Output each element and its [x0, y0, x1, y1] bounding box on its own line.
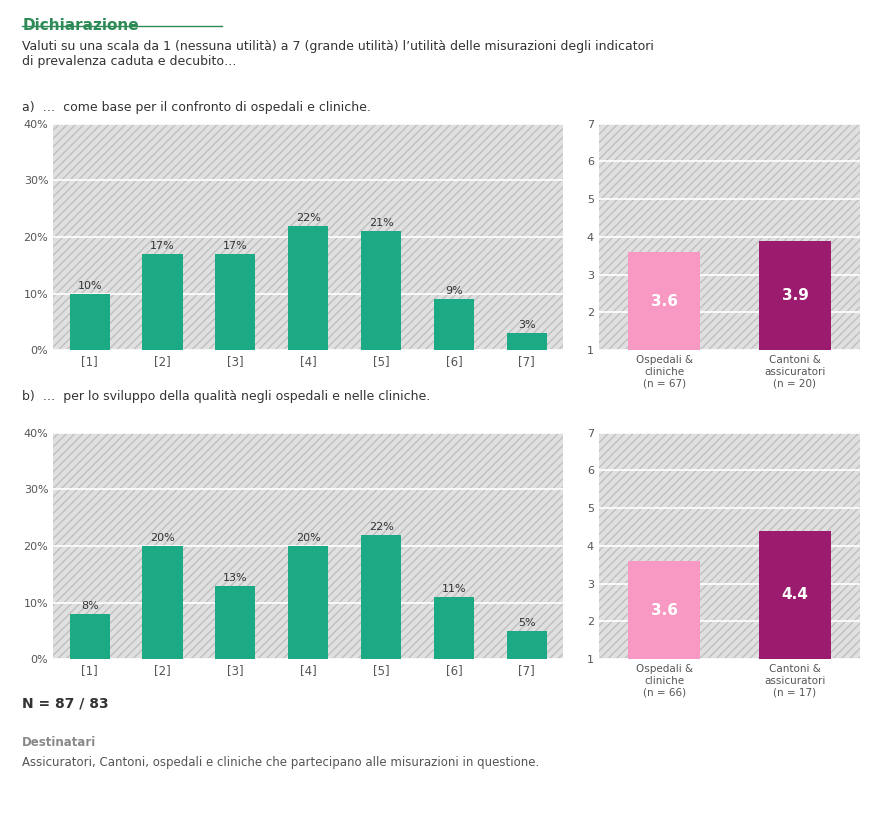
Text: Valuti su una scala da 1 (nessuna utilità) a 7 (grande utilità) l’utilità delle : Valuti su una scala da 1 (nessuna utilit…	[22, 40, 653, 68]
Bar	[433, 299, 473, 350]
Bar	[69, 614, 110, 659]
Text: 22%: 22%	[295, 213, 321, 222]
Bar	[69, 293, 110, 350]
Text: 17%: 17%	[150, 241, 175, 251]
Text: 22%: 22%	[369, 522, 393, 531]
Text: 3.9: 3.9	[781, 288, 807, 303]
Text: 5%: 5%	[517, 618, 535, 628]
Text: 9%: 9%	[445, 287, 462, 297]
Text: Destinatari: Destinatari	[22, 736, 97, 749]
Bar	[758, 241, 830, 350]
Bar	[288, 545, 328, 659]
Text: 11%: 11%	[441, 584, 466, 594]
Text: 20%: 20%	[150, 533, 175, 543]
Text: 4.4: 4.4	[781, 588, 807, 602]
Bar	[288, 226, 328, 350]
Bar	[361, 535, 400, 659]
Text: N = 87 / 83: N = 87 / 83	[22, 696, 109, 710]
Text: 8%: 8%	[81, 601, 98, 611]
Text: 3.6: 3.6	[650, 293, 677, 309]
Bar	[215, 254, 255, 350]
Text: 3.6: 3.6	[650, 602, 677, 618]
Bar	[361, 232, 400, 350]
Bar	[758, 531, 830, 659]
Text: Assicuratori, Cantoni, ospedali e cliniche che partecipano alle misurazioni in q: Assicuratori, Cantoni, ospedali e clinic…	[22, 756, 539, 770]
Bar	[627, 561, 699, 659]
Bar	[506, 631, 547, 659]
Text: Dichiarazione: Dichiarazione	[22, 18, 138, 33]
Text: 13%: 13%	[222, 573, 247, 583]
Bar	[506, 333, 547, 350]
Bar	[627, 252, 699, 350]
Text: 20%: 20%	[296, 533, 320, 543]
Text: a)  …  come base per il confronto di ospedali e cliniche.: a) … come base per il confronto di osped…	[22, 101, 370, 114]
Bar	[433, 597, 473, 659]
Bar	[143, 254, 183, 350]
Bar	[143, 545, 183, 659]
Bar	[215, 586, 255, 659]
Text: 21%: 21%	[369, 218, 393, 228]
Text: b)  …  per lo sviluppo della qualità negli ospedali e nelle cliniche.: b) … per lo sviluppo della qualità negli…	[22, 390, 430, 403]
Text: 3%: 3%	[517, 321, 535, 330]
Text: 17%: 17%	[222, 241, 247, 251]
Text: 10%: 10%	[77, 281, 102, 291]
